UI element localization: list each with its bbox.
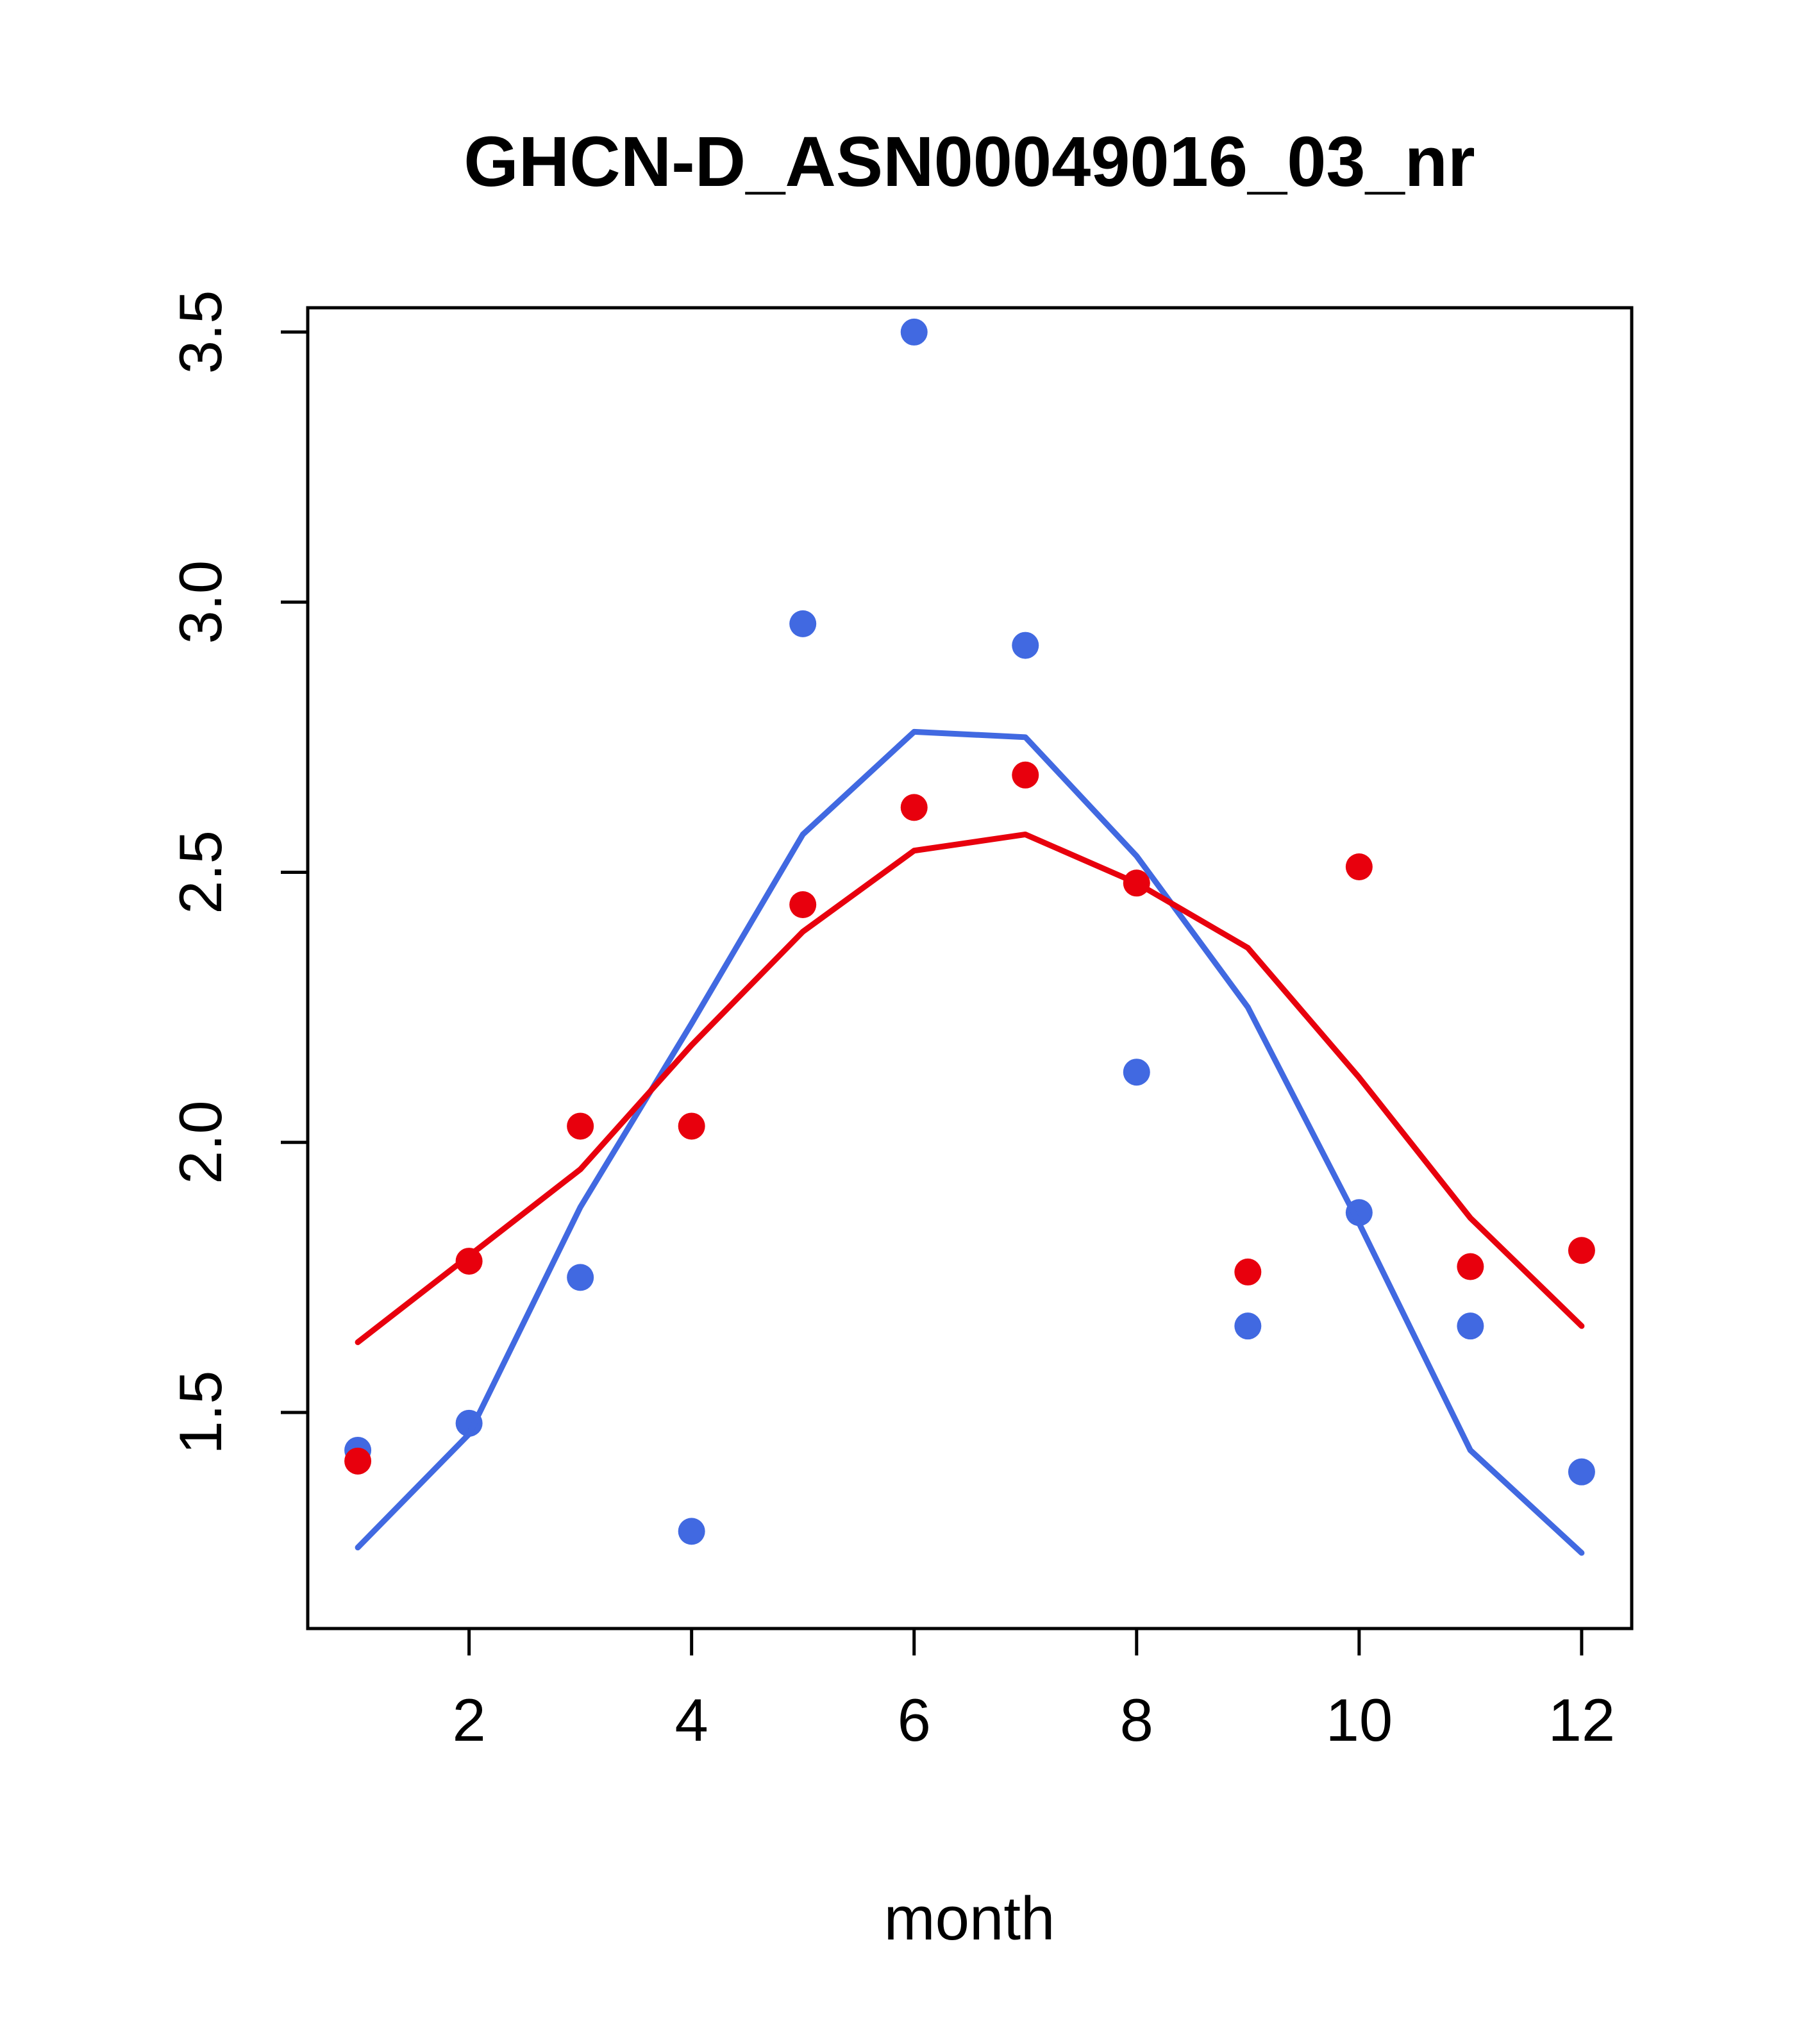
- red-points-marker: [1568, 1237, 1595, 1264]
- series-layer: [344, 318, 1595, 1556]
- blue-points-marker: [567, 1264, 594, 1291]
- red-points-marker: [678, 1112, 705, 1140]
- blue-points-marker: [1457, 1312, 1484, 1340]
- x-axis: 2 4 6 8 10 12: [452, 1629, 1615, 1754]
- red-points: [344, 761, 1595, 1475]
- red-points-marker: [1345, 853, 1373, 881]
- blue-points: [344, 318, 1595, 1545]
- y-tick-label: 3.5: [167, 290, 234, 374]
- x-tick-label: 4: [675, 1686, 708, 1754]
- red-points-marker: [789, 891, 817, 919]
- y-tick-label: 1.5: [167, 1371, 234, 1455]
- x-tick-label: 2: [452, 1686, 485, 1754]
- red-points-marker: [1457, 1253, 1484, 1280]
- blue-points-marker: [789, 610, 817, 637]
- x-tick-label: 8: [1120, 1686, 1153, 1754]
- blue-smooth-line: [355, 728, 1585, 1556]
- blue-points-marker: [1012, 632, 1039, 659]
- red-points-marker: [900, 794, 928, 821]
- blue-points-marker: [1234, 1312, 1262, 1340]
- red-points-marker: [344, 1447, 372, 1475]
- plot-frame: [306, 306, 1634, 1630]
- red-points-marker: [455, 1248, 483, 1275]
- red-smooth-line: [355, 831, 1585, 1345]
- y-axis: 1.5 2.0 2.5 3.0 3.5: [167, 290, 308, 1455]
- plot-title: GHCN-D_ASN00049016_03_nr: [464, 122, 1475, 201]
- blue-points-marker: [1568, 1458, 1595, 1486]
- y-tick-label: 3.0: [167, 560, 234, 644]
- x-axis-label: month: [884, 1884, 1055, 1953]
- blue-points-marker: [1123, 1059, 1150, 1086]
- x-tick-label: 12: [1548, 1686, 1616, 1754]
- blue-points-marker: [900, 318, 928, 346]
- red-points-marker: [1234, 1258, 1262, 1286]
- x-tick-label: 10: [1326, 1686, 1393, 1754]
- red-points-marker: [1012, 761, 1039, 789]
- blue-points-marker: [678, 1518, 705, 1545]
- red-points-marker: [567, 1112, 594, 1140]
- y-tick-label: 2.0: [167, 1100, 234, 1184]
- x-tick-label: 6: [898, 1686, 931, 1754]
- y-tick-label: 2.5: [167, 830, 234, 914]
